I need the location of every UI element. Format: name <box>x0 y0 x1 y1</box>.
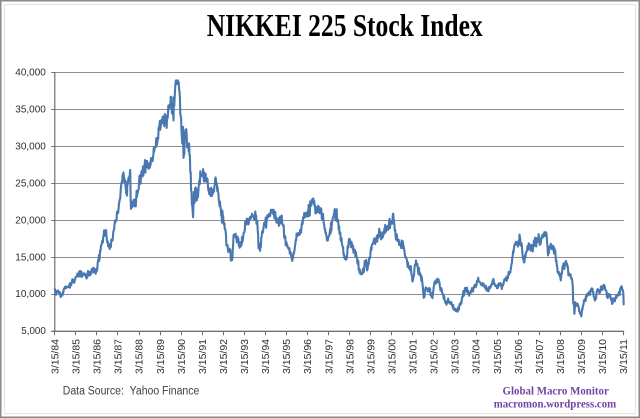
svg-text:3/15/91: 3/15/91 <box>198 339 209 374</box>
svg-text:10,000: 10,000 <box>15 289 46 300</box>
svg-text:3/15/85: 3/15/85 <box>72 339 83 374</box>
svg-text:3/15/05: 3/15/05 <box>493 339 504 374</box>
svg-text:3/15/87: 3/15/87 <box>114 339 125 374</box>
svg-text:3/15/94: 3/15/94 <box>261 339 272 374</box>
svg-text:3/15/04: 3/15/04 <box>472 339 483 374</box>
svg-text:15,000: 15,000 <box>15 252 46 263</box>
svg-text:3/15/88: 3/15/88 <box>135 339 146 374</box>
svg-text:3/15/02: 3/15/02 <box>430 339 441 374</box>
svg-text:3/15/98: 3/15/98 <box>345 339 356 374</box>
svg-text:20,000: 20,000 <box>15 215 46 226</box>
svg-text:macromon.wordpress.com: macromon.wordpress.com <box>494 398 617 410</box>
svg-text:3/15/89: 3/15/89 <box>156 339 167 374</box>
svg-text:3/15/11: 3/15/11 <box>619 339 630 374</box>
svg-text:30,000: 30,000 <box>15 141 46 152</box>
svg-text:3/15/95: 3/15/95 <box>282 339 293 374</box>
svg-text:3/15/93: 3/15/93 <box>240 339 251 374</box>
svg-text:3/15/96: 3/15/96 <box>303 339 314 374</box>
svg-text:25,000: 25,000 <box>15 178 46 189</box>
svg-text:5,000: 5,000 <box>21 326 46 337</box>
svg-text:3/15/06: 3/15/06 <box>514 339 525 374</box>
svg-text:3/15/08: 3/15/08 <box>556 339 567 374</box>
svg-text:3/15/84: 3/15/84 <box>51 339 62 374</box>
svg-text:3/15/10: 3/15/10 <box>598 339 609 374</box>
svg-text:Data Source: Yahoo Finance: Data Source: Yahoo Finance <box>63 386 200 398</box>
svg-text:3/15/97: 3/15/97 <box>324 339 335 374</box>
svg-text:3/15/01: 3/15/01 <box>409 339 420 374</box>
svg-text:Global Macro Monitor: Global Macro Monitor <box>503 385 609 397</box>
svg-text:3/15/92: 3/15/92 <box>219 339 230 374</box>
svg-text:40,000: 40,000 <box>15 68 46 79</box>
svg-text:3/15/00: 3/15/00 <box>388 339 399 374</box>
svg-text:3/15/99: 3/15/99 <box>366 339 377 374</box>
svg-text:3/15/90: 3/15/90 <box>177 339 188 374</box>
svg-text:3/15/86: 3/15/86 <box>93 339 104 374</box>
svg-text:35,000: 35,000 <box>15 105 46 116</box>
svg-text:NIKKEI 225 Stock Index: NIKKEI 225 Stock Index <box>207 7 483 43</box>
svg-text:3/15/07: 3/15/07 <box>535 339 546 374</box>
svg-text:3/15/09: 3/15/09 <box>577 339 588 374</box>
svg-text:3/15/03: 3/15/03 <box>451 339 462 374</box>
